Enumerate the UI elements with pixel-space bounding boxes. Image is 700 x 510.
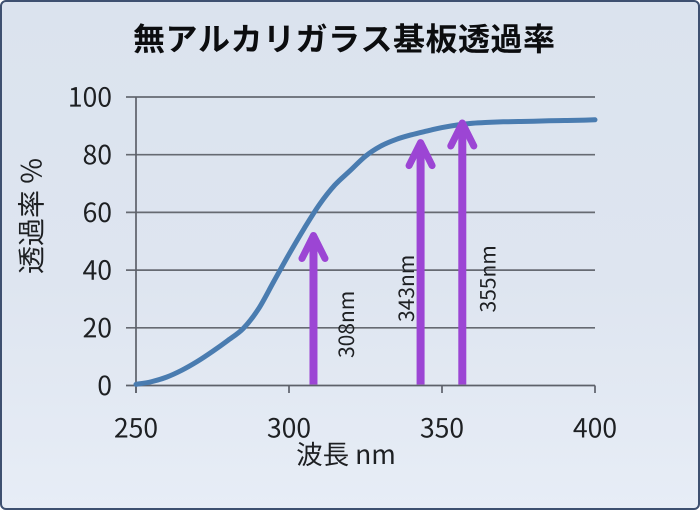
glyph-n	[402, 275, 414, 286]
glyph-ラ	[332, 25, 357, 53]
glyph-0	[144, 417, 157, 438]
glyph-0	[98, 259, 111, 281]
glyph-m	[483, 247, 496, 263]
glyph-%	[20, 159, 42, 183]
chart-title-run	[133, 23, 554, 54]
glyph-5	[480, 290, 496, 301]
glyph-0	[98, 86, 111, 107]
gridlines	[126, 96, 595, 329]
glyph-4	[398, 299, 414, 310]
arrow-head	[447, 119, 478, 150]
glyph-0	[603, 417, 616, 438]
glyph-8	[338, 324, 355, 334]
glyph-0	[98, 375, 111, 396]
glyph-4	[83, 260, 97, 280]
glyph-透	[458, 23, 490, 54]
x-tick-label-250	[115, 417, 157, 438]
glyph-3	[398, 288, 415, 299]
annotation-308nm	[298, 231, 355, 385]
glyph-m	[342, 292, 354, 309]
chart-title	[133, 23, 554, 54]
arrow-head	[405, 139, 436, 170]
annotation-label-343nm	[398, 256, 415, 322]
x-axis-tick-labels	[115, 417, 616, 438]
glyph-2	[83, 317, 96, 338]
glyph-率	[17, 191, 44, 217]
glyph-m	[402, 256, 414, 273]
y-axis-title-run	[17, 159, 44, 274]
glyph-0	[282, 417, 296, 438]
glyph-m	[373, 449, 394, 464]
glyph-3	[420, 417, 434, 438]
y-tick-label-100	[70, 86, 111, 107]
glyph-8	[83, 144, 97, 165]
x-axis-title	[297, 441, 394, 467]
annotation-label-355nm	[479, 247, 496, 312]
annotation-355nm	[447, 119, 496, 385]
glyph-ガ	[297, 23, 327, 53]
arrow-head	[298, 231, 329, 262]
glyph-0	[98, 202, 111, 223]
x-tick-label-300	[267, 417, 310, 438]
wavelength-annotation-arrows	[298, 119, 496, 385]
annotation-label-308nm	[338, 292, 355, 358]
y-tick-label-80	[83, 144, 111, 165]
glyph-カ	[233, 24, 259, 52]
y-tick-label-60	[84, 202, 111, 223]
glyph-2	[115, 417, 128, 438]
axes	[126, 97, 596, 393]
glyph-1	[70, 87, 81, 107]
glyph-0	[98, 144, 111, 165]
y-axis-tick-labels	[70, 86, 111, 396]
y-tick-label-40	[83, 259, 111, 281]
glyph-リ	[269, 25, 289, 53]
x-tick-label-350	[420, 417, 463, 438]
glyph-波	[297, 441, 322, 467]
glyph-無	[133, 23, 165, 54]
glyph-3	[398, 311, 415, 322]
series-line	[133, 117, 598, 387]
glyph-0	[338, 335, 355, 346]
x-axis-title-run	[297, 441, 394, 467]
glyph-過	[491, 24, 522, 54]
glyph-長	[324, 442, 349, 467]
glyph-率	[524, 23, 554, 54]
glyph-3	[338, 347, 355, 358]
glyph-0	[450, 417, 463, 438]
glyph-0	[297, 417, 310, 438]
glyph-6	[84, 202, 97, 223]
glyph-4	[573, 418, 587, 438]
glyph-5	[435, 418, 448, 438]
glyph-3	[267, 417, 281, 438]
glyph-3	[479, 302, 496, 312]
glyph-透	[18, 246, 44, 274]
glyph-0	[98, 317, 111, 338]
x-tick-label-400	[573, 417, 616, 438]
glyph-ル	[199, 26, 230, 53]
glyph-0	[83, 86, 96, 107]
glyph-過	[18, 219, 44, 246]
y-tick-label-0	[98, 375, 111, 396]
glyph-n	[342, 311, 354, 322]
glyph-板	[426, 23, 457, 54]
glyph-5	[129, 418, 142, 438]
glyph-基	[393, 23, 425, 53]
glyph-n	[483, 266, 496, 276]
y-axis-title	[17, 159, 44, 274]
transmittance-curve	[133, 117, 598, 387]
y-tick-label-20	[83, 317, 111, 338]
annotation-343nm	[398, 139, 436, 385]
glyph-5	[480, 278, 496, 289]
glyph-ス	[362, 26, 390, 52]
glyph-ア	[169, 26, 197, 53]
glyph-n	[357, 449, 370, 464]
glyph-0	[588, 417, 602, 438]
